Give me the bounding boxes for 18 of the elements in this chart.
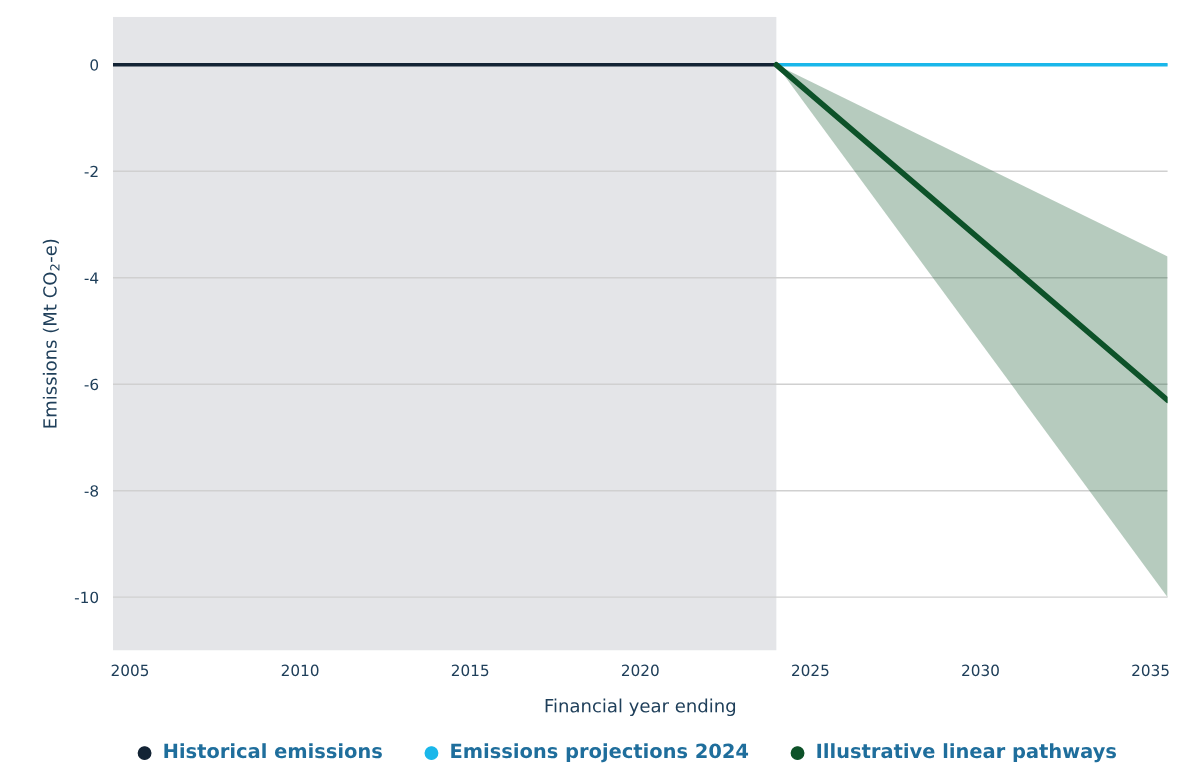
legend-label: Historical emissions	[164, 743, 382, 759]
x-tick-label: 2015	[451, 664, 489, 677]
x-tick-label: 2010	[281, 664, 319, 677]
y-tick-label: -10	[74, 591, 99, 604]
y-tick-label: -6	[84, 378, 99, 391]
x-tick-label: 2005	[111, 664, 149, 677]
y-tick-label: 0	[90, 59, 99, 71]
y-tick-label: -2	[84, 165, 98, 178]
y-axis-title: Emissions (Mt CO$_{2}$-e)	[42, 239, 60, 428]
y-tick-label: -4	[84, 272, 99, 284]
x-axis-title: Financial year ending	[545, 698, 736, 717]
x-tick-label: 2025	[792, 664, 829, 677]
legend-label: Illustrative linear pathways	[817, 743, 1116, 763]
legend-label: Emissions projections 2024	[451, 743, 749, 763]
x-tick-label: 2030	[962, 664, 999, 677]
x-tick-label: 2035	[1132, 664, 1169, 677]
x-tick-label: 2020	[621, 664, 659, 677]
y-tick-label: -8	[84, 485, 99, 497]
